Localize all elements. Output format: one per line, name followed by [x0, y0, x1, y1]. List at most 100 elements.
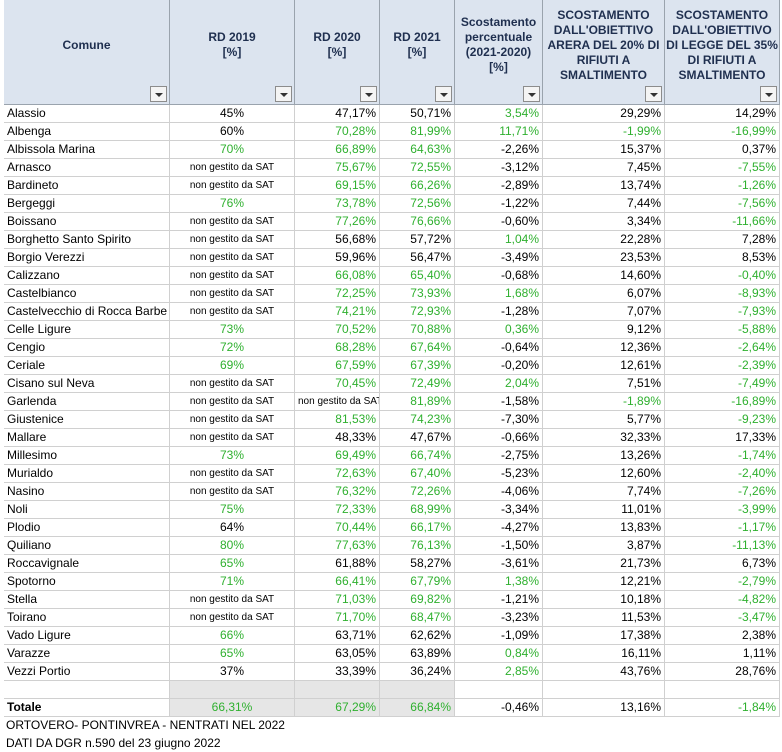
data-cell: non gestito da SAT	[170, 231, 295, 249]
data-cell: 81,53%	[295, 411, 380, 429]
data-cell: 1,68%	[455, 285, 543, 303]
data-cell: 76,32%	[295, 483, 380, 501]
data-cell: -1,21%	[455, 591, 543, 609]
data-cell: 73,93%	[380, 285, 455, 303]
data-cell: 3,34%	[543, 213, 665, 231]
row-label: Roccavignale	[4, 555, 170, 573]
row-label: Vado Ligure	[4, 627, 170, 645]
data-cell: 63,71%	[295, 627, 380, 645]
data-cell: 9,12%	[543, 321, 665, 339]
data-cell: 69,49%	[295, 447, 380, 465]
data-cell: -0,46%	[455, 699, 543, 717]
data-cell: 6,07%	[543, 285, 665, 303]
data-cell: 3,87%	[543, 537, 665, 555]
row-label: Bergeggi	[4, 195, 170, 213]
data-cell: 66,31%	[170, 699, 295, 717]
data-cell: -1,26%	[665, 177, 780, 195]
data-cell: 13,26%	[543, 447, 665, 465]
data-cell: 66,26%	[380, 177, 455, 195]
data-cell: -0,20%	[455, 357, 543, 375]
data-cell: 0,37%	[665, 141, 780, 159]
row-label: Noli	[4, 501, 170, 519]
data-cell: non gestito da SAT	[170, 591, 295, 609]
row-label: Ceriale	[4, 357, 170, 375]
data-cell: 63,05%	[295, 645, 380, 663]
filter-button[interactable]	[150, 86, 167, 102]
data-cell: 13,74%	[543, 177, 665, 195]
data-cell: 66,17%	[380, 519, 455, 537]
data-cell: 67,79%	[380, 573, 455, 591]
data-cell: 72,93%	[380, 303, 455, 321]
data-cell: 7,44%	[543, 195, 665, 213]
filter-button[interactable]	[760, 86, 777, 102]
data-cell: 71,70%	[295, 609, 380, 627]
data-cell: 16,11%	[543, 645, 665, 663]
data-cell: 77,26%	[295, 213, 380, 231]
data-cell: 66,41%	[295, 573, 380, 591]
empty-cell	[295, 681, 380, 699]
data-cell: 62,62%	[380, 627, 455, 645]
data-cell: 65,40%	[380, 267, 455, 285]
column-header: SCOSTAMENTO DALL'OBIETTIVO ARERA DEL 20%…	[543, 0, 665, 105]
filter-button[interactable]	[360, 86, 377, 102]
data-cell: -0,40%	[665, 267, 780, 285]
data-cell: 70%	[170, 141, 295, 159]
data-cell: 2,85%	[455, 663, 543, 681]
data-cell: 67,64%	[380, 339, 455, 357]
row-label: Garlenda	[4, 393, 170, 411]
data-cell: -1,58%	[455, 393, 543, 411]
data-cell: -7,56%	[665, 195, 780, 213]
data-cell: 47,17%	[295, 105, 380, 123]
data-cell: 23,53%	[543, 249, 665, 267]
row-label: Millesimo	[4, 447, 170, 465]
data-cell: 80%	[170, 537, 295, 555]
data-cell: -3,23%	[455, 609, 543, 627]
data-cell: 45%	[170, 105, 295, 123]
filter-button[interactable]	[435, 86, 452, 102]
empty-cell	[380, 681, 455, 699]
data-cell: -1,09%	[455, 627, 543, 645]
data-cell: -2,39%	[665, 357, 780, 375]
filter-button[interactable]	[523, 86, 540, 102]
data-cell: 70,52%	[295, 321, 380, 339]
data-cell: non gestito da SAT	[170, 483, 295, 501]
data-cell: 6,73%	[665, 555, 780, 573]
data-cell: -1,28%	[455, 303, 543, 321]
data-cell: non gestito da SAT	[170, 393, 295, 411]
data-cell: 2,04%	[455, 375, 543, 393]
row-label: Albenga	[4, 123, 170, 141]
data-cell: 72,63%	[295, 465, 380, 483]
data-cell: 21,73%	[543, 555, 665, 573]
data-cell: 13,83%	[543, 519, 665, 537]
data-cell: 43,76%	[543, 663, 665, 681]
filter-button[interactable]	[275, 86, 292, 102]
data-cell: 12,36%	[543, 339, 665, 357]
column-header: RD 2019 [%]	[170, 0, 295, 105]
row-label: Borghetto Santo Spirito	[4, 231, 170, 249]
data-cell: -0,66%	[455, 429, 543, 447]
row-label: Totale	[4, 699, 170, 717]
data-cell: 37%	[170, 663, 295, 681]
data-cell: 76,13%	[380, 537, 455, 555]
data-cell: 70,28%	[295, 123, 380, 141]
row-label: Alassio	[4, 105, 170, 123]
data-cell: -3,61%	[455, 555, 543, 573]
data-cell: non gestito da SAT	[170, 159, 295, 177]
data-cell: 57,72%	[380, 231, 455, 249]
data-cell: 56,68%	[295, 231, 380, 249]
data-cell: non gestito da SAT	[170, 411, 295, 429]
row-label: Vezzi Portio	[4, 663, 170, 681]
data-cell: 17,33%	[665, 429, 780, 447]
data-cell: 66,74%	[380, 447, 455, 465]
row-label: Stella	[4, 591, 170, 609]
row-label: Plodio	[4, 519, 170, 537]
data-cell: 72,56%	[380, 195, 455, 213]
data-cell: -1,74%	[665, 447, 780, 465]
data-cell: 1,04%	[455, 231, 543, 249]
filter-button[interactable]	[645, 86, 662, 102]
data-cell: non gestito da SAT	[170, 177, 295, 195]
data-cell: -8,93%	[665, 285, 780, 303]
data-cell: 7,07%	[543, 303, 665, 321]
data-cell: -2,64%	[665, 339, 780, 357]
data-cell: 65%	[170, 555, 295, 573]
